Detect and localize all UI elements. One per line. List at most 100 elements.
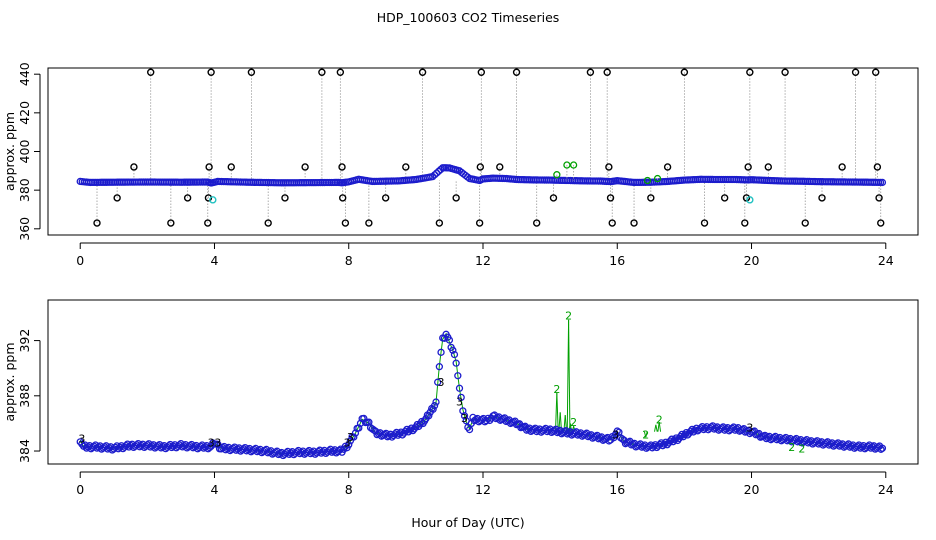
co2-series-points	[76, 164, 887, 187]
data-point	[666, 437, 674, 445]
outlier-point	[281, 194, 289, 202]
outlier-point	[475, 219, 484, 227]
y-tick-label: 360	[17, 217, 32, 241]
outlier-point	[838, 163, 846, 171]
outlier-point	[264, 219, 272, 227]
green-spike-line	[568, 319, 571, 432]
marker-2: 2	[565, 310, 572, 323]
top-plot-frame	[47, 67, 919, 236]
y-tick-label: 392	[17, 329, 32, 353]
outlier-point	[130, 163, 138, 171]
data-point	[613, 427, 621, 435]
top-y-axis: 360 380 400 420 440	[17, 62, 41, 241]
data-point	[351, 429, 360, 437]
outlier-point	[365, 219, 373, 227]
data-point	[433, 169, 441, 177]
outlier-point	[741, 219, 749, 227]
outlier-point	[801, 219, 809, 227]
x-tick-label: 16	[609, 482, 625, 497]
outlier-point	[418, 68, 427, 76]
data-point	[429, 172, 437, 181]
outlier-point	[746, 68, 754, 76]
data-point	[401, 427, 410, 435]
outlier-point	[402, 163, 410, 171]
outlier-point	[183, 194, 192, 202]
outlier-point	[720, 194, 729, 202]
outlier-point	[318, 68, 326, 76]
y-tick-label: 420	[17, 101, 32, 125]
marker-3: 3	[208, 437, 215, 450]
marker-3: 3	[214, 437, 221, 450]
x-tick-label: 8	[345, 253, 353, 268]
green-spike-line	[645, 431, 648, 438]
outlier-drop-lines	[96, 72, 882, 224]
y-tick-label: 384	[17, 439, 32, 463]
outlier-point	[167, 219, 175, 227]
outlier-point	[877, 219, 885, 227]
data-point	[457, 393, 465, 402]
data-point	[455, 384, 464, 392]
outlier-point	[477, 68, 486, 76]
green-spike-line	[658, 421, 662, 432]
outlier-point	[549, 194, 558, 202]
data-point	[429, 405, 437, 413]
green-point	[553, 171, 561, 179]
bottom-plot-frame	[47, 299, 919, 465]
x-axis-label: Hour of Day (UTC)	[411, 515, 524, 530]
y-tick-label: 380	[17, 178, 32, 202]
outlier-point	[605, 163, 613, 171]
outlier-point	[764, 163, 773, 171]
figure-title: HDP_100603 CO2 Timeseries	[377, 10, 560, 25]
outlier-point	[586, 68, 595, 76]
x-tick-label: 4	[211, 482, 219, 497]
co2-series-points	[76, 330, 887, 460]
x-tick-label: 0	[76, 482, 84, 497]
outlier-point	[533, 219, 541, 227]
marker-3: 3	[461, 412, 468, 425]
x-tick-label: 24	[878, 253, 894, 268]
top-x-axis: 0 4 8 12 16 20 24	[76, 242, 894, 268]
outlier-point	[512, 68, 521, 76]
green-spike-lines	[555, 319, 662, 438]
data-point	[356, 419, 365, 427]
marker-3: 3	[456, 395, 463, 408]
marker-2: 2	[788, 441, 795, 454]
outlier-point	[476, 163, 485, 171]
green-spike-line	[559, 412, 563, 432]
outlier-point	[496, 163, 504, 171]
outlier-point	[647, 194, 655, 202]
data-point	[434, 378, 442, 386]
data-point	[345, 441, 353, 449]
outlier-point	[301, 163, 309, 171]
green-points	[553, 161, 662, 185]
outlier-point	[147, 68, 155, 76]
outlier-point	[680, 68, 689, 76]
y-tick-label: 388	[17, 384, 32, 408]
outlier-point	[247, 68, 256, 76]
data-point	[406, 426, 414, 434]
outlier-point	[207, 68, 215, 76]
data-point	[671, 436, 679, 444]
green-point	[653, 174, 662, 183]
data-point	[686, 427, 695, 435]
data-point	[445, 336, 454, 344]
outlier-point	[341, 219, 350, 227]
outlier-point	[338, 163, 346, 171]
green-spike-line	[556, 393, 559, 432]
outlier-point	[435, 219, 444, 227]
data-point	[449, 346, 457, 354]
outlier-point	[608, 219, 616, 227]
marker-3: 3	[746, 422, 753, 435]
outlier-point	[204, 194, 213, 202]
x-tick-label: 8	[345, 482, 353, 497]
outlier-point	[338, 194, 347, 202]
outlier-point	[336, 68, 345, 76]
outlier-point	[873, 163, 882, 171]
data-point	[452, 359, 460, 367]
marker-2: 2	[798, 442, 805, 455]
x-tick-label: 24	[878, 482, 894, 497]
